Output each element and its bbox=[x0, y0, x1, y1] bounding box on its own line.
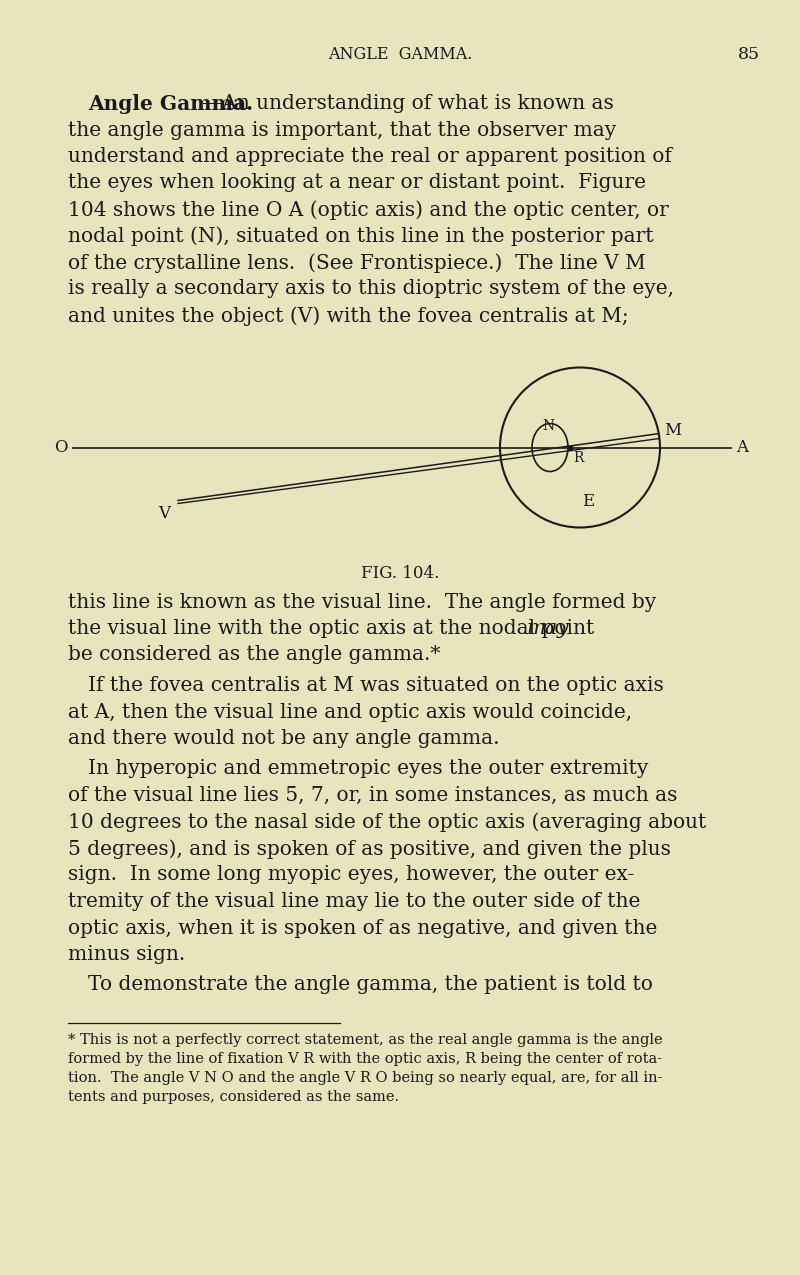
Text: —An understanding of what is known as: —An understanding of what is known as bbox=[202, 94, 614, 113]
Text: at A, then the visual line and optic axis would coincide,: at A, then the visual line and optic axi… bbox=[68, 703, 632, 722]
Text: V: V bbox=[158, 505, 170, 521]
Text: nodal point (N), situated on this line in the posterior part: nodal point (N), situated on this line i… bbox=[68, 227, 654, 246]
Text: tion.  The angle V N O and the angle V R O being so nearly equal, are, for all i: tion. The angle V N O and the angle V R … bbox=[68, 1071, 662, 1085]
Text: the visual line with the optic axis at the nodal point: the visual line with the optic axis at t… bbox=[68, 618, 601, 638]
Text: If the fovea centralis at M was situated on the optic axis: If the fovea centralis at M was situated… bbox=[88, 676, 664, 695]
Text: understand and appreciate the real or apparent position of: understand and appreciate the real or ap… bbox=[68, 147, 672, 166]
Text: is really a secondary axis to this dioptric system of the eye,: is really a secondary axis to this diopt… bbox=[68, 279, 674, 298]
Text: * This is not a perfectly correct statement, as the real angle gamma is the angl: * This is not a perfectly correct statem… bbox=[68, 1033, 662, 1047]
Text: 104 shows the line O A (optic axis) and the optic center, or: 104 shows the line O A (optic axis) and … bbox=[68, 200, 669, 219]
Text: M: M bbox=[664, 422, 681, 439]
Text: 10 degrees to the nasal side of the optic axis (averaging about: 10 degrees to the nasal side of the opti… bbox=[68, 812, 706, 833]
Text: of the visual line lies 5, 7, or, in some instances, as much as: of the visual line lies 5, 7, or, in som… bbox=[68, 785, 678, 805]
Text: may: may bbox=[527, 618, 570, 638]
Text: and unites the object (V) with the fovea centralis at M;: and unites the object (V) with the fovea… bbox=[68, 306, 629, 325]
Text: this line is known as the visual line.  The angle formed by: this line is known as the visual line. T… bbox=[68, 593, 656, 612]
Text: ANGLE  GAMMA.: ANGLE GAMMA. bbox=[328, 46, 472, 62]
Text: 5 degrees), and is spoken of as positive, and given the plus: 5 degrees), and is spoken of as positive… bbox=[68, 839, 671, 858]
Text: To demonstrate the angle gamma, the patient is told to: To demonstrate the angle gamma, the pati… bbox=[88, 975, 653, 994]
Text: sign.  In some long myopic eyes, however, the outer ex-: sign. In some long myopic eyes, however,… bbox=[68, 866, 634, 885]
Text: tents and purposes, considered as the same.: tents and purposes, considered as the sa… bbox=[68, 1090, 399, 1104]
Text: E: E bbox=[582, 492, 594, 510]
Text: be considered as the angle gamma.*: be considered as the angle gamma.* bbox=[68, 645, 440, 664]
Text: O: O bbox=[54, 439, 68, 456]
Text: formed by the line of fixation V R with the optic axis, R being the center of ro: formed by the line of fixation V R with … bbox=[68, 1052, 662, 1066]
Text: tremity of the visual line may lie to the outer side of the: tremity of the visual line may lie to th… bbox=[68, 892, 640, 912]
Text: and there would not be any angle gamma.: and there would not be any angle gamma. bbox=[68, 729, 499, 748]
Text: Angle Gamma.: Angle Gamma. bbox=[88, 94, 253, 113]
Text: R: R bbox=[573, 451, 583, 465]
Text: optic axis, when it is spoken of as negative, and given the: optic axis, when it is spoken of as nega… bbox=[68, 918, 658, 937]
Text: of the crystalline lens.  (See Frontispiece.)  The line V M: of the crystalline lens. (See Frontispie… bbox=[68, 252, 646, 273]
Text: N: N bbox=[542, 419, 554, 434]
Text: FIG. 104.: FIG. 104. bbox=[361, 565, 439, 581]
Text: the eyes when looking at a near or distant point.  Figure: the eyes when looking at a near or dista… bbox=[68, 173, 646, 193]
Text: minus sign.: minus sign. bbox=[68, 945, 186, 964]
Text: A: A bbox=[736, 439, 748, 456]
Text: In hyperopic and emmetropic eyes the outer extremity: In hyperopic and emmetropic eyes the out… bbox=[88, 760, 648, 779]
Text: 85: 85 bbox=[738, 46, 760, 62]
Text: the angle gamma is important, that the observer may: the angle gamma is important, that the o… bbox=[68, 121, 616, 139]
